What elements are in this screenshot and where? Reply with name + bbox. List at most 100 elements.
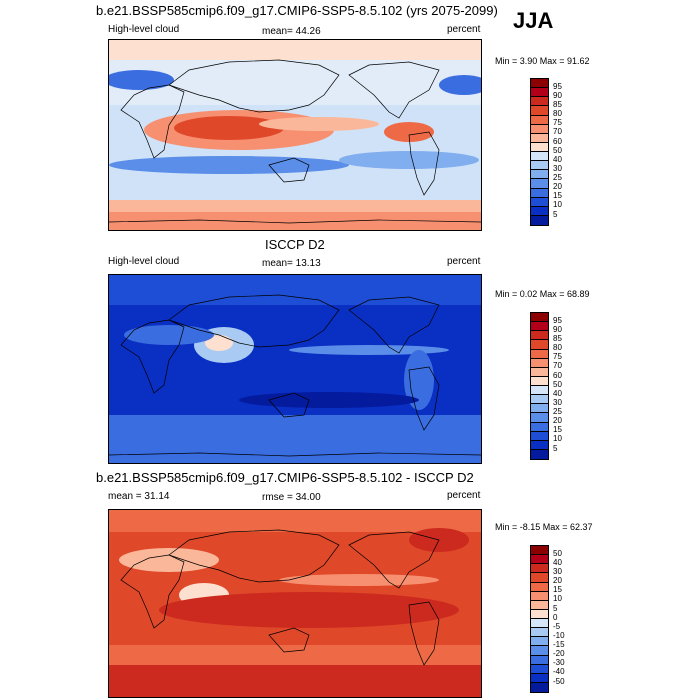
- panel-3-colorbar-tick: -5: [553, 622, 561, 631]
- panel-2-colorbar-bin: [531, 413, 548, 423]
- panel-2-left-label: High-level cloud: [108, 256, 180, 267]
- panel-2-units: percent: [447, 256, 481, 267]
- panel-3-colorbar-tick: -10: [553, 631, 565, 640]
- panel-1-colorbar-tick: 20: [553, 182, 562, 191]
- panel-1-left-label: High-level cloud: [108, 24, 180, 35]
- panel-1-colorbar-tick: 15: [553, 191, 562, 200]
- panel-2-colorbar-bin: [531, 422, 548, 432]
- panel-3-coastlines: [120, 529, 440, 666]
- panel-3-colorbar-bin: [531, 609, 548, 619]
- panel-3-colorbar-bin: [531, 637, 548, 647]
- panel-3-colorbar-tick: 5: [553, 604, 558, 613]
- panel-1-mean: mean= 44.26: [262, 26, 321, 37]
- panel-2-mean: mean= 13.13: [262, 258, 321, 269]
- panel-2-colorbar-tick: 80: [553, 343, 562, 352]
- panel-2-colorbar-tick: 20: [553, 416, 562, 425]
- panel-1-colorbar-bin: [531, 124, 548, 134]
- panel-1-colorbar-tick: 5: [553, 210, 558, 219]
- panel-1-field-warmpool-core: [174, 116, 284, 140]
- panel-3-colorbar-tick: 15: [553, 585, 562, 594]
- panel-3-field-arctic: [109, 510, 481, 532]
- panel-2-colorbar-tick: 70: [553, 361, 562, 370]
- panel-1-colorbar-bin: [531, 170, 548, 180]
- panel-2-colorbar-bin: [531, 340, 548, 350]
- panel-3-colorbar-tick: -40: [553, 667, 565, 676]
- panel-1-units: percent: [447, 24, 481, 35]
- panel-2-title: ISCCP D2: [265, 237, 325, 252]
- panel-3-map-plot: [109, 510, 481, 697]
- panel-2-colorbar-tick: 85: [553, 334, 562, 343]
- panel-2-field-s-america: [404, 350, 434, 410]
- panel-1-colorbar-bin: [531, 188, 548, 198]
- panel-3-colorbar-bin: [531, 655, 548, 665]
- panel-2-colorbar-tick: 25: [553, 407, 562, 416]
- panel-3-colorbar-tick: 50: [553, 549, 562, 558]
- panel-3-field-itcz: [279, 574, 439, 586]
- panel-3-colorbar-tick: -15: [553, 640, 565, 649]
- panel-2-colorbar-bin: [531, 386, 548, 396]
- panel-2-field-nh: [109, 275, 481, 305]
- panel-3-colorbar-bin: [531, 546, 548, 556]
- panel-1-field-sh-subtrop-e: [339, 151, 479, 169]
- panel-1-field-antarctic: [109, 212, 481, 230]
- panel-2-colorbar-bin: [531, 395, 548, 405]
- panel-1-colorbar-bin: [531, 79, 548, 89]
- panel-3-colorbar-bin: [531, 673, 548, 683]
- panel-2-colorbar-bin: [531, 313, 548, 323]
- panel-2-colorbar-tick: 95: [553, 316, 562, 325]
- panel-1-minmax: Min = 3.90 Max = 91.62: [495, 56, 590, 66]
- panel-1-colorbar-bin: [531, 97, 548, 107]
- panel-1-colorbar-tick: 75: [553, 118, 562, 127]
- panel-3-colorbar-tick: -30: [553, 658, 565, 667]
- panel-2-colorbar-tick: 90: [553, 325, 562, 334]
- panel-2-map: [108, 274, 482, 464]
- panel-1-field-ne-dry: [439, 75, 481, 95]
- panel-3-colorbar-bin: [531, 682, 548, 692]
- panel-2-colorbar-bin: [531, 322, 548, 332]
- panel-3-minmax: Min = -8.15 Max = 62.37: [495, 522, 593, 532]
- panel-1-colorbar-tick: 70: [553, 127, 562, 136]
- panel-1-colorbar-tick: 90: [553, 91, 562, 100]
- panel-3-colorbar-tick: -50: [553, 677, 565, 686]
- panel-1-map-plot: [109, 40, 481, 230]
- panel-1-colorbar-tick: 10: [553, 200, 562, 209]
- panel-2-colorbar-tick: 60: [553, 371, 562, 380]
- panel-1-colorbar: [530, 78, 549, 226]
- panel-2-colorbar-bin: [531, 440, 548, 450]
- panel-3-field-southern-ocean: [109, 665, 481, 697]
- panel-1-colorbar-bin: [531, 161, 548, 171]
- panel-1-coastlines: [109, 59, 481, 224]
- panel-2-colorbar-bin: [531, 367, 548, 377]
- panel-3-colorbar-bin: [531, 664, 548, 674]
- panel-1-field-sahara-dry: [109, 70, 174, 90]
- panel-1-colorbar-bin: [531, 197, 548, 207]
- panel-1-colorbar-tick: 40: [553, 155, 562, 164]
- panel-3-mean: mean = 31.14: [108, 491, 170, 502]
- panel-3-colorbar-bin: [531, 619, 548, 629]
- panel-2-colorbar-bin: [531, 404, 548, 414]
- panel-2-field-southern-ocean: [109, 415, 481, 463]
- panel-1-colorbar-bin: [531, 142, 548, 152]
- panel-1-field-southern-ocean: [109, 200, 481, 212]
- panel-3-colorbar-tick: 30: [553, 567, 562, 576]
- panel-2-colorbar-bin: [531, 449, 548, 459]
- panel-3-colorbar-tick: 0: [553, 613, 558, 622]
- panel-3-units: percent: [447, 490, 481, 501]
- panel-2-colorbar-bin: [531, 376, 548, 386]
- panel-1-colorbar-tick: 50: [553, 146, 562, 155]
- panel-1-colorbar-bin: [531, 88, 548, 98]
- season-label: JJA: [513, 8, 554, 33]
- panel-2-map-plot: [109, 275, 481, 463]
- panel-2-colorbar-tick: 50: [553, 380, 562, 389]
- panel-1-colorbar-bin: [531, 133, 548, 143]
- panel-3-colorbar-tick: 40: [553, 558, 562, 567]
- panel-1-colorbar-bin: [531, 215, 548, 225]
- panel-1-colorbar-tick: 25: [553, 173, 562, 182]
- panel-3-colorbar-bin: [531, 600, 548, 610]
- panel-1-colorbar-bin: [531, 179, 548, 189]
- panel-3-title: b.e21.BSSP585cmip6.f09_g17.CMIP6-SSP5-8.…: [96, 470, 474, 485]
- panel-3-colorbar-bin: [531, 591, 548, 601]
- panel-1-field-itcz: [259, 117, 379, 131]
- panel-1-colorbar-tick: 60: [553, 137, 562, 146]
- panel-2-colorbar-tick: 10: [553, 434, 562, 443]
